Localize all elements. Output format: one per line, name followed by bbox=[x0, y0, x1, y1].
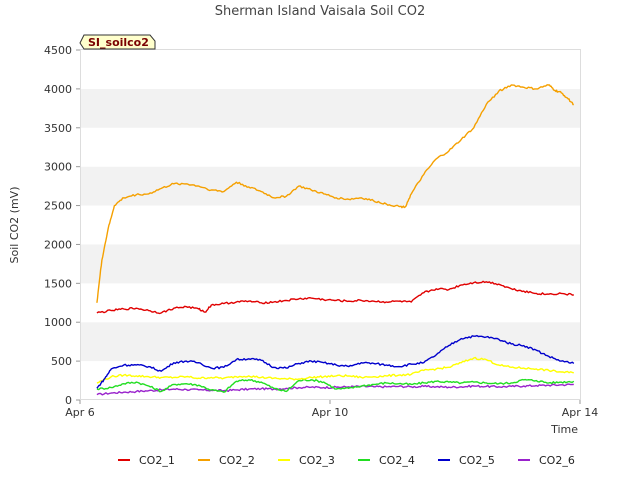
plot-frame bbox=[80, 49, 581, 400]
y-tick-label: 2000 bbox=[44, 238, 72, 251]
y-axis-ticks: 0 500 1000 1500 2000 2500 3000 3500 4000 4500 bbox=[44, 44, 80, 407]
grid-band bbox=[80, 166, 580, 206]
series-lines bbox=[96, 84, 575, 396]
x-axis-ticks: Apr 6 Apr 10 Apr 14 bbox=[65, 400, 598, 419]
legend-label: CO2_4 bbox=[379, 454, 415, 467]
y-tick-label: 2500 bbox=[44, 200, 72, 213]
legend-label: CO2_2 bbox=[219, 454, 255, 467]
station-label: SI_soilco2 bbox=[88, 36, 149, 49]
series-line-co2-3 bbox=[96, 356, 574, 384]
x-tick-label: Apr 10 bbox=[312, 406, 349, 419]
legend-label: CO2_3 bbox=[299, 454, 335, 467]
chart-title: Sherman Island Vaisala Soil CO2 bbox=[215, 4, 425, 19]
station-label-box: SI_soilco2 bbox=[79, 34, 156, 50]
series-line-co2-1 bbox=[96, 280, 574, 315]
grid-band bbox=[80, 127, 580, 167]
legend-label: CO2_6 bbox=[539, 454, 575, 467]
y-tick-label: 500 bbox=[51, 355, 72, 368]
y-axis-label: Soil CO2 (mV) bbox=[8, 187, 21, 264]
y-tick-label: 0 bbox=[65, 394, 72, 407]
legend: CO2_1 CO2_2 CO2_3 CO2_4 CO2_5 CO2_6 bbox=[118, 454, 575, 467]
series-line-co2-6 bbox=[96, 383, 574, 396]
y-tick-label: 4500 bbox=[44, 44, 72, 57]
x-axis-label: Time bbox=[550, 423, 578, 436]
legend-label: CO2_5 bbox=[459, 454, 495, 467]
x-tick-label: Apr 6 bbox=[65, 406, 95, 419]
y-tick-label: 3500 bbox=[44, 122, 72, 135]
y-tick-label: 4000 bbox=[44, 83, 72, 96]
grid-band bbox=[80, 322, 580, 362]
grid-band bbox=[80, 361, 580, 400]
grid-band bbox=[80, 88, 580, 128]
grid-band bbox=[80, 205, 580, 245]
x-tick-label: Apr 14 bbox=[562, 406, 599, 419]
grid-band bbox=[80, 244, 580, 284]
y-tick-label: 1000 bbox=[44, 316, 72, 329]
series-line-co2-2 bbox=[96, 84, 574, 303]
y-tick-label: 1500 bbox=[44, 277, 72, 290]
grid-band bbox=[80, 283, 580, 323]
legend-label: CO2_1 bbox=[139, 454, 175, 467]
series-line-co2-5 bbox=[96, 334, 575, 389]
grid-band bbox=[80, 50, 580, 89]
series-line-co2-4 bbox=[96, 378, 575, 393]
y-tick-label: 3000 bbox=[44, 161, 72, 174]
grid-bands bbox=[80, 50, 580, 400]
